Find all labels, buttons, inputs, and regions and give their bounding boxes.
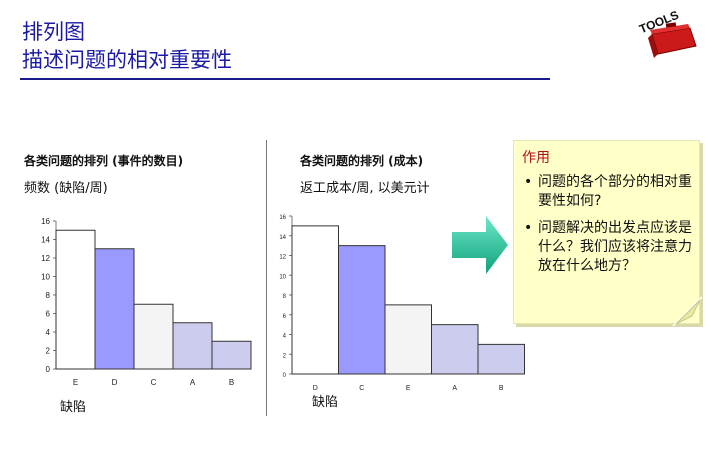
page-title: 排列图 <box>22 20 85 44</box>
chart1-xlabel: 缺陷 <box>60 400 87 415</box>
chart2-bar-D <box>291 225 339 375</box>
purpose-note: 作用 问题的各个部分的相对重要性如何? 问题解决的出发点应该是什么？我们应该将注… <box>513 140 700 324</box>
chart1-bar-C <box>133 303 174 370</box>
chart2-bar-B <box>477 343 525 375</box>
note-heading: 作用 <box>522 150 550 166</box>
title-underline <box>20 78 550 80</box>
chart1-category-label: C <box>151 378 157 387</box>
chart1-bar-D <box>94 248 135 370</box>
chart1-y-tick-label: 12 <box>41 254 50 263</box>
chart1-y-tick-label: 14 <box>41 236 50 245</box>
chart2-category-label: E <box>406 385 411 392</box>
chart2-y-tick-label: 14 <box>279 235 286 241</box>
chart1-y-tick-label: 2 <box>46 347 51 356</box>
chart2-y-tick-label: 2 <box>283 353 287 359</box>
note-page-curl <box>672 296 702 326</box>
chart1-y-tick-label: 16 <box>41 217 50 226</box>
chart2-y-tick-label: 4 <box>283 334 287 340</box>
note-item: 问题的各个部分的相对重要性如何? <box>522 173 694 211</box>
tools-toolbox-logo: TOOLS <box>637 8 697 58</box>
chart2-plot: 0 2 4 6 8 10 12 14 16 D C E A B <box>279 215 525 392</box>
chart1-bar-E <box>55 229 96 370</box>
chart1-category-label: A <box>190 378 196 387</box>
chart2-category-label: B <box>499 385 504 392</box>
chart1-category-label: B <box>229 378 234 387</box>
chart2-y-tick-label: 12 <box>279 255 286 261</box>
note-item: 问题解决的出发点应该是什么？我们应该将注意力放在什么地方？ <box>522 219 694 276</box>
chart2-y-tick-label: 10 <box>279 274 286 280</box>
chart1-y-tick-label: 4 <box>46 328 51 337</box>
chart2-bar-A <box>431 324 479 375</box>
chart2-y-tick-label: 8 <box>283 294 287 300</box>
chart1-y-tick-label: 6 <box>46 310 51 319</box>
chart1-y-tick-label: 10 <box>41 273 50 282</box>
chart2-xlabel: 缺陷 <box>312 395 339 410</box>
chart2-category-label: A <box>452 385 457 392</box>
chart1-plot: 0 2 4 6 8 10 12 14 16 E D C A B <box>41 217 252 387</box>
right-arrow-icon <box>452 216 508 274</box>
chart1-ylabel: 频数 (缺陷/周) <box>24 181 108 196</box>
chart1-category-label: E <box>73 378 78 387</box>
chart1-bar-B <box>211 340 252 370</box>
chart-divider <box>266 140 267 416</box>
note-list: 问题的各个部分的相对重要性如何? 问题解决的出发点应该是什么？我们应该将注意力放… <box>522 173 694 284</box>
chart2-ylabel: 返工成本/周, 以美元计 <box>300 181 430 196</box>
page-subtitle: 描述问题的相对重要性 <box>22 48 232 72</box>
chart2-y-tick-label: 0 <box>283 373 287 379</box>
chart2-bar-C <box>338 245 386 375</box>
chart2-bar-E <box>384 304 432 375</box>
chart2-y-tick-label: 6 <box>283 314 287 320</box>
chart1-title: 各类问题的排列 (事件的数目) <box>24 154 184 168</box>
chart1-category-label: D <box>112 378 118 387</box>
chart2-category-label: D <box>313 385 318 392</box>
chart1-y-tick-label: 0 <box>46 365 51 374</box>
chart2-category-label: C <box>359 385 364 392</box>
chart2-y-tick-label: 16 <box>279 215 286 221</box>
chart2-title: 各类问题的排列 (成本) <box>300 154 424 168</box>
chart1-y-tick-label: 8 <box>46 291 51 300</box>
chart1-bar-A <box>172 322 213 370</box>
